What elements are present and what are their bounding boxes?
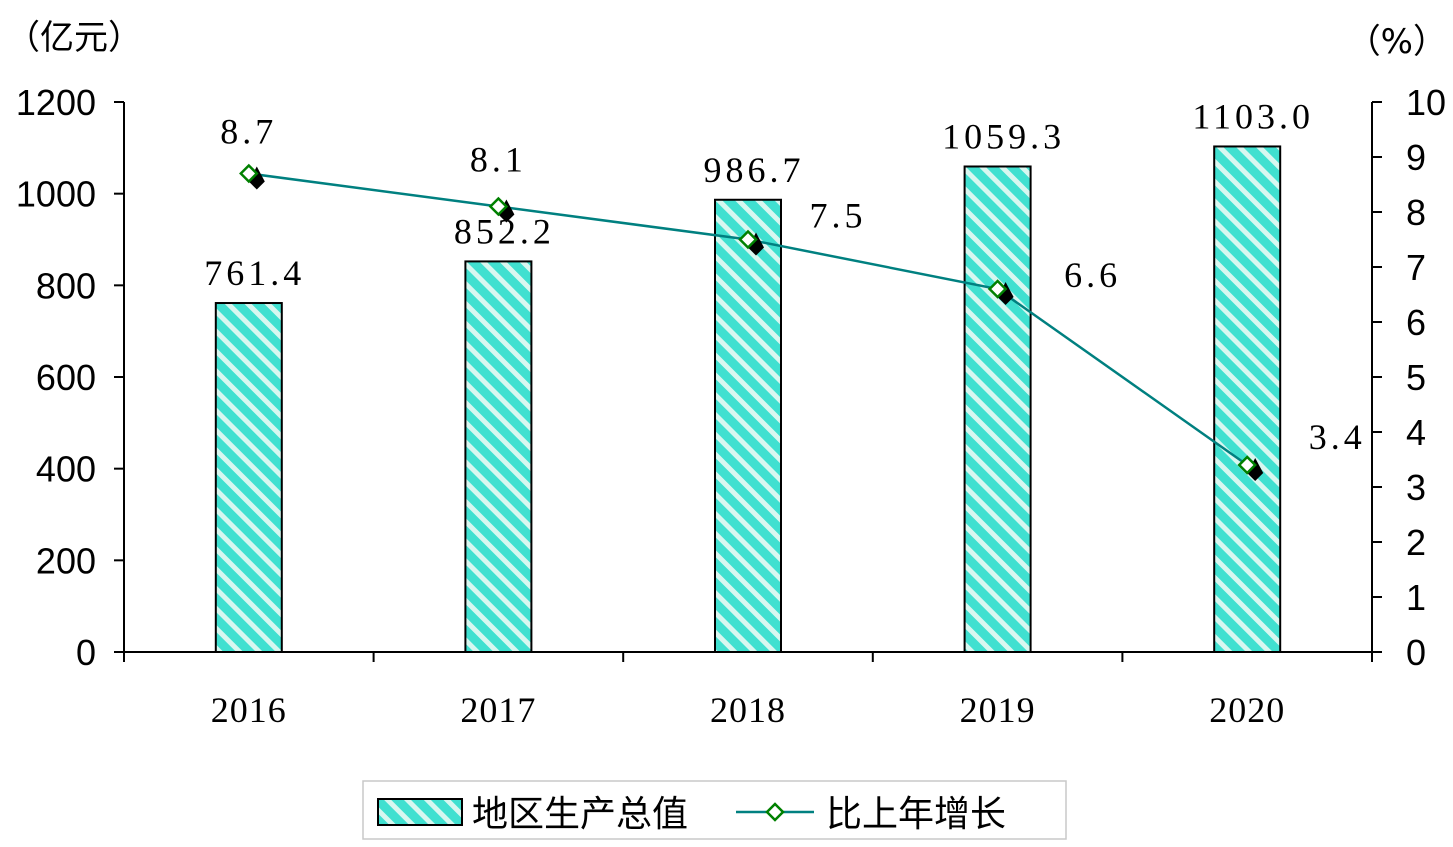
x-tick-label: 2018 xyxy=(710,690,786,730)
x-tick-label: 2017 xyxy=(460,690,536,730)
y-right-tick-label: 3 xyxy=(1406,467,1426,508)
bar-2017 xyxy=(464,260,533,653)
y-right-unit: （%） xyxy=(1347,22,1447,62)
y-left-tick-label: 800 xyxy=(36,265,96,306)
legend-swatch-marker xyxy=(765,802,785,822)
y-right-tick-label: 6 xyxy=(1406,302,1426,343)
growth-marker-shadow xyxy=(498,199,515,223)
y-right-tick-label: 7 xyxy=(1406,247,1426,288)
growth-marker-shadow xyxy=(997,282,1014,305)
y-right-tick-label: 8 xyxy=(1406,192,1426,233)
y-left-tick-label: 0 xyxy=(76,632,96,673)
bar-2018 xyxy=(714,198,782,653)
line-data-label: 3.4 xyxy=(1309,417,1366,457)
y-right-tick-label: 2 xyxy=(1406,522,1426,563)
growth-marker-shadow xyxy=(748,232,764,256)
y-right-tick-label: 1 xyxy=(1406,577,1426,618)
growth-marker xyxy=(987,279,1008,299)
y-left-tick-label: 1000 xyxy=(16,174,96,215)
y-right-tick-label: 5 xyxy=(1406,357,1426,398)
bar-2016 xyxy=(214,302,283,653)
bar-2019 xyxy=(963,165,1032,654)
y-right-tick-label: 4 xyxy=(1406,412,1426,453)
bar-data-label: 1103.0 xyxy=(1192,96,1314,136)
growth-marker xyxy=(1237,455,1257,475)
y-left-unit: （亿元） xyxy=(6,18,142,58)
legend-box xyxy=(362,780,1067,840)
legend-swatch-bar xyxy=(377,798,463,826)
bar-data-label: 761.4 xyxy=(204,253,305,293)
line-data-label: 8.7 xyxy=(220,112,277,152)
line-data-label: 8.1 xyxy=(470,140,527,180)
y-right-tick-label: 9 xyxy=(1406,137,1426,178)
y-left-tick-label: 600 xyxy=(36,357,96,398)
line-data-label: 7.5 xyxy=(810,196,867,236)
y-left-tick-label: 1200 xyxy=(16,82,96,123)
growth-marker xyxy=(738,229,758,250)
y-left-tick-label: 200 xyxy=(36,540,96,581)
y-right-tick-label: 10 xyxy=(1406,82,1446,123)
x-tick-label: 2019 xyxy=(960,690,1036,730)
line-data-label: 6.6 xyxy=(1064,255,1121,295)
bar-data-label: 986.7 xyxy=(704,150,805,190)
x-tick-label: 2020 xyxy=(1209,690,1285,730)
y-right-tick-label: 0 xyxy=(1406,632,1426,673)
bar-data-label: 1059.3 xyxy=(942,116,1065,156)
legend-label-line: 比上年增长 xyxy=(826,794,1006,835)
growth-marker xyxy=(488,196,509,217)
bar-2020 xyxy=(1213,145,1282,653)
x-tick-label: 2016 xyxy=(211,690,287,730)
y-left-tick-label: 400 xyxy=(36,449,96,490)
growth-marker-shadow xyxy=(1247,458,1264,481)
legend-label-bar: 地区生产总值 xyxy=(472,794,688,835)
growth-marker-shadow xyxy=(248,166,265,190)
growth-marker xyxy=(239,163,259,184)
